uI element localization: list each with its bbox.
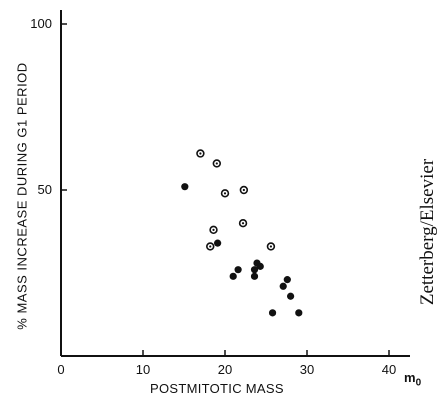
y-tick-label: 50: [38, 182, 52, 197]
open-data-point: [206, 242, 215, 251]
x-tick-label: 0: [57, 362, 64, 377]
x-tick-label: 10: [136, 362, 150, 377]
filled-data-point: [283, 276, 291, 284]
filled-data-point: [250, 266, 259, 274]
filled-data-point: [181, 183, 189, 191]
x-tick-label: 40: [382, 362, 396, 377]
filled-data-point: [287, 292, 295, 300]
x-axis-unit-sub: 0: [415, 377, 422, 389]
open-data-point: [266, 242, 276, 251]
open-data-point: [209, 225, 218, 235]
x-tick-label: 30: [300, 362, 314, 377]
open-data-point: [212, 159, 222, 168]
filled-data-point: [234, 266, 242, 274]
open-data-point: [196, 149, 205, 158]
image-credit-text: Zetterberg/Elsevier: [417, 158, 438, 306]
filled-data-point: [268, 309, 277, 317]
open-data-point: [238, 219, 248, 228]
x-axis-title: POSTMITOTIC MASS: [150, 381, 284, 396]
open-data-point: [239, 185, 249, 195]
open-data-point: [220, 189, 230, 198]
filled-data-point: [295, 309, 303, 317]
y-axis-title-text: % MASS INCREASE DURING G1 PERIOD: [14, 62, 30, 330]
x-axis-unit-main: m: [404, 370, 416, 385]
x-axis-unit: m0: [404, 370, 421, 389]
filled-data-point: [214, 239, 222, 247]
data-points: [181, 149, 303, 317]
y-tick-label: 100: [30, 16, 52, 31]
filled-data-point: [279, 282, 287, 290]
filled-data-point: [229, 272, 237, 280]
axis-ticks: 0 10 20 30 40 50 100: [30, 16, 396, 377]
filled-data-point: [250, 272, 259, 280]
filled-data-point: [256, 262, 264, 270]
x-tick-label: 20: [218, 362, 232, 377]
